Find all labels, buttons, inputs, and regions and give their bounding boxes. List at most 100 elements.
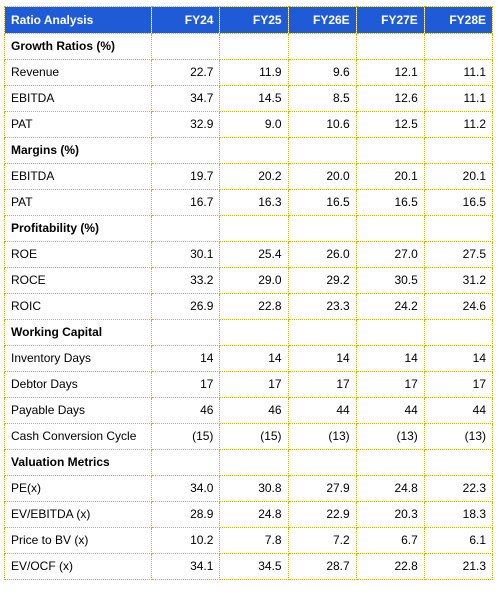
section-empty-cell — [423, 137, 494, 164]
value-cell: 46 — [151, 397, 221, 424]
value-cell: 24.2 — [355, 293, 425, 320]
value-cell: 20.1 — [423, 163, 494, 190]
value-cell: 12.6 — [355, 85, 425, 112]
section-empty-cell — [355, 137, 425, 164]
value-cell: 25.4 — [219, 241, 289, 268]
value-cell: 26.0 — [287, 241, 357, 268]
section-empty-cell — [287, 137, 357, 164]
section-title: Profitability (%) — [3, 215, 153, 242]
value-cell: 29.0 — [219, 267, 289, 294]
value-cell: 30.8 — [219, 475, 289, 502]
value-cell: 16.5 — [287, 189, 357, 216]
value-cell: (15) — [151, 423, 221, 450]
value-cell: (13) — [423, 423, 494, 450]
value-cell: 11.2 — [423, 111, 494, 138]
value-cell: 16.5 — [423, 189, 494, 216]
value-cell: 17 — [219, 371, 289, 398]
section-empty-cell — [151, 319, 221, 346]
section-empty-cell — [287, 319, 357, 346]
row-label: Payable Days — [3, 397, 153, 424]
row-label: Revenue — [3, 59, 153, 86]
row-label: EV/EBITDA (x) — [3, 501, 153, 528]
value-cell: 17 — [151, 371, 221, 398]
ratio-analysis-table-container: Ratio Analysis FY24 FY25 FY26E FY27E FY2… — [3, 6, 494, 580]
section-empty-cell — [219, 449, 289, 476]
value-cell: 17 — [355, 371, 425, 398]
value-cell: 17 — [287, 371, 357, 398]
row-label: ROCE — [3, 267, 153, 294]
value-cell: 44 — [287, 397, 357, 424]
value-cell: 44 — [423, 397, 494, 424]
row-label: Inventory Days — [3, 345, 153, 372]
value-cell: 7.2 — [287, 527, 357, 554]
value-cell: 27.9 — [287, 475, 357, 502]
table-row: Price to BV (x) 10.2 7.8 7.2 6.7 6.1 — [3, 527, 494, 554]
value-cell: 24.8 — [355, 475, 425, 502]
value-cell: 11.9 — [219, 59, 289, 86]
section-header-row: Working Capital — [3, 319, 494, 346]
value-cell: 28.7 — [287, 553, 357, 580]
value-cell: 8.5 — [287, 85, 357, 112]
value-cell: 34.7 — [151, 85, 221, 112]
section-empty-cell — [423, 449, 494, 476]
value-cell: 18.3 — [423, 501, 494, 528]
section-title: Growth Ratios (%) — [3, 33, 153, 60]
section-empty-cell — [219, 137, 289, 164]
table-row: ROE 30.1 25.4 26.0 27.0 27.5 — [3, 241, 494, 268]
ratio-analysis-table: Ratio Analysis FY24 FY25 FY26E FY27E FY2… — [3, 6, 494, 580]
section-empty-cell — [355, 33, 425, 60]
section-empty-cell — [355, 215, 425, 242]
row-label: ROIC — [3, 293, 153, 320]
value-cell: (13) — [355, 423, 425, 450]
value-cell: 34.0 — [151, 475, 221, 502]
value-cell: 22.8 — [219, 293, 289, 320]
value-cell: 31.2 — [423, 267, 494, 294]
value-cell: 16.3 — [219, 189, 289, 216]
table-row: PE(x) 34.0 30.8 27.9 24.8 22.3 — [3, 475, 494, 502]
value-cell: 34.1 — [151, 553, 221, 580]
value-cell: 6.7 — [355, 527, 425, 554]
table-row: ROIC 26.9 22.8 23.3 24.2 24.6 — [3, 293, 494, 320]
section-empty-cell — [423, 215, 494, 242]
table-row: EBITDA 19.7 20.2 20.0 20.1 20.1 — [3, 163, 494, 190]
value-cell: 14 — [355, 345, 425, 372]
section-empty-cell — [151, 33, 221, 60]
section-header-row: Margins (%) — [3, 137, 494, 164]
value-cell: 28.9 — [151, 501, 221, 528]
table-row: PAT 32.9 9.0 10.6 12.5 11.2 — [3, 111, 494, 138]
value-cell: 22.7 — [151, 59, 221, 86]
section-empty-cell — [287, 33, 357, 60]
value-cell: 20.0 — [287, 163, 357, 190]
row-label: EBITDA — [3, 163, 153, 190]
value-cell: 16.7 — [151, 189, 221, 216]
value-cell: 10.2 — [151, 527, 221, 554]
row-label: Cash Conversion Cycle — [3, 423, 153, 450]
value-cell: (13) — [287, 423, 357, 450]
section-empty-cell — [219, 319, 289, 346]
value-cell: 17 — [423, 371, 494, 398]
value-cell: 30.5 — [355, 267, 425, 294]
table-row: Inventory Days 14 14 14 14 14 — [3, 345, 494, 372]
value-cell: 9.0 — [219, 111, 289, 138]
value-cell: 24.8 — [219, 501, 289, 528]
row-label: Price to BV (x) — [3, 527, 153, 554]
value-cell: 22.9 — [287, 501, 357, 528]
value-cell: 20.1 — [355, 163, 425, 190]
value-cell: (15) — [219, 423, 289, 450]
value-cell: 14 — [151, 345, 221, 372]
value-cell: 32.9 — [151, 111, 221, 138]
value-cell: 44 — [355, 397, 425, 424]
section-empty-cell — [151, 449, 221, 476]
header-title: Ratio Analysis — [3, 6, 153, 34]
table-row: ROCE 33.2 29.0 29.2 30.5 31.2 — [3, 267, 494, 294]
value-cell: 11.1 — [423, 85, 494, 112]
value-cell: 33.2 — [151, 267, 221, 294]
table-row: Cash Conversion Cycle (15) (15) (13) (13) (13… — [3, 423, 494, 450]
section-header-row: Valuation Metrics — [3, 449, 494, 476]
row-label: ROE — [3, 241, 153, 268]
section-title: Valuation Metrics — [3, 449, 153, 476]
header-fy26e: FY26E — [287, 6, 357, 34]
section-empty-cell — [219, 215, 289, 242]
value-cell: 24.6 — [423, 293, 494, 320]
value-cell: 27.0 — [355, 241, 425, 268]
